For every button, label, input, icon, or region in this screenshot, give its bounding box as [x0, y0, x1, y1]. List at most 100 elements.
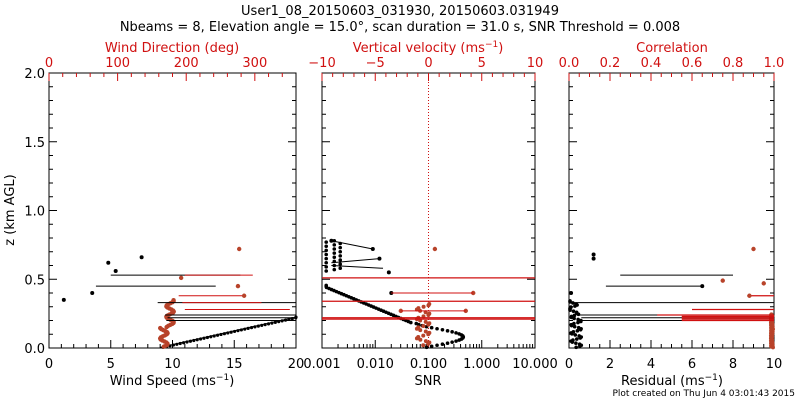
snr-point — [429, 325, 434, 330]
snr-line — [331, 240, 373, 250]
snr-point — [332, 247, 337, 251]
top-tick-label: 0.6 — [682, 56, 703, 71]
correlation-point — [769, 312, 774, 317]
x-tick-label: 0.001 — [303, 357, 340, 372]
x-tick-label: 0 — [565, 357, 573, 372]
x-tick-label: 10 — [164, 357, 181, 372]
y-tick-label: 1.5 — [24, 136, 45, 151]
snr-point — [424, 345, 429, 350]
snr-line — [331, 265, 384, 269]
snr-point — [445, 329, 450, 333]
vertical-velocity-point — [427, 340, 432, 345]
snr-point — [338, 258, 343, 262]
residual-point — [572, 324, 577, 329]
top-tick-label: 0.0 — [559, 56, 580, 71]
x-tick-label: 4 — [647, 357, 655, 372]
snr-point — [332, 267, 337, 272]
residual-point — [569, 314, 574, 319]
x-tick-label: 15 — [226, 357, 243, 372]
vertical-velocity-point — [416, 306, 421, 311]
snr-point — [324, 260, 329, 265]
snr-point — [324, 283, 329, 288]
x-tick-label: 0 — [45, 357, 53, 372]
top-tick-label: 0 — [424, 56, 432, 71]
snr-point — [450, 340, 454, 344]
residual-point — [572, 316, 576, 321]
y-tick-label: 2.0 — [24, 67, 45, 82]
wind-direction-point — [178, 275, 184, 281]
vertical-velocity-point — [421, 333, 426, 338]
wind-speed-point — [106, 260, 111, 265]
wind-speed-point — [139, 255, 144, 260]
residual-point — [576, 320, 580, 325]
snr-point — [324, 252, 329, 257]
panel1-frame — [48, 72, 297, 349]
vertical-velocity-point — [421, 343, 426, 348]
top-tick-label: 100 — [105, 56, 130, 71]
panel3-top-axis-label: Correlation — [636, 41, 708, 56]
figure-title-line2: Nbeams = 8, Elevation angle = 15.0°, sca… — [120, 20, 680, 35]
residual-point — [591, 252, 596, 257]
snr-point — [414, 321, 419, 326]
vertical-velocity-point — [423, 329, 428, 334]
residual-point — [576, 317, 580, 322]
residual-point — [577, 342, 582, 347]
top-tick-label: 0 — [45, 56, 53, 71]
top-tick-label: 10 — [527, 56, 544, 71]
panel2-top-axis-label: Vertical velocity (ms−1) — [353, 40, 504, 56]
vertical-velocity-point — [421, 304, 426, 309]
snr-point — [332, 251, 337, 255]
y-axis-label: z (km AGL) — [3, 174, 18, 245]
x-tick-label: 10 — [766, 357, 783, 372]
snr-point — [338, 245, 343, 250]
wind-speed-point — [61, 297, 66, 302]
vertical-velocity-point — [427, 330, 432, 335]
wind-direction-point — [241, 293, 247, 298]
residual-point — [571, 301, 575, 305]
snr-point — [338, 262, 343, 266]
residual-point — [574, 337, 579, 341]
correlation-point — [747, 293, 752, 298]
residual-point — [569, 291, 574, 295]
x-tick-label: 20 — [288, 357, 305, 372]
snr-point — [435, 343, 439, 348]
snr-point — [440, 342, 445, 347]
wind-speed-point — [113, 269, 118, 273]
snr-point — [454, 331, 458, 335]
vertical-velocity-point — [427, 321, 432, 326]
residual-point — [574, 341, 578, 345]
snr-point — [386, 270, 391, 275]
wind-direction-point — [158, 325, 163, 331]
vertical-velocity-point — [421, 324, 426, 328]
vertical-velocity-point — [432, 246, 438, 252]
data-marks-layer — [61, 238, 775, 350]
vertical-velocity-point — [416, 325, 421, 330]
snr-point — [332, 255, 337, 260]
top-tick-label: −5 — [366, 56, 385, 71]
snr-point — [338, 249, 343, 254]
x-tick-label: 0.100 — [410, 357, 447, 372]
residual-point — [575, 329, 580, 333]
residual-point — [569, 305, 573, 309]
snr-point — [324, 240, 329, 244]
panel3-x-axis-label: Residual (ms−1) — [621, 373, 723, 389]
x-tick-label: 10.000 — [512, 357, 558, 372]
snr-point — [450, 330, 454, 334]
x-tick-label: 6 — [688, 357, 696, 372]
top-tick-label: 1.0 — [764, 56, 785, 71]
snr-point — [324, 265, 329, 269]
residual-point — [574, 345, 578, 350]
top-tick-label: 0.4 — [641, 56, 662, 71]
snr-point — [338, 254, 343, 258]
snr-point — [324, 248, 329, 253]
top-tick-label: 200 — [174, 56, 199, 71]
top-tick-label: 0.2 — [600, 56, 621, 71]
x-tick-label: 1.000 — [463, 357, 500, 372]
panel3-frame — [568, 72, 775, 349]
top-tick-label: 300 — [242, 56, 267, 71]
snr-point — [324, 256, 329, 261]
vertical-velocity-point — [427, 311, 432, 316]
vertical-velocity-point — [423, 319, 428, 324]
snr-point — [324, 244, 329, 249]
residual-point — [571, 330, 576, 334]
